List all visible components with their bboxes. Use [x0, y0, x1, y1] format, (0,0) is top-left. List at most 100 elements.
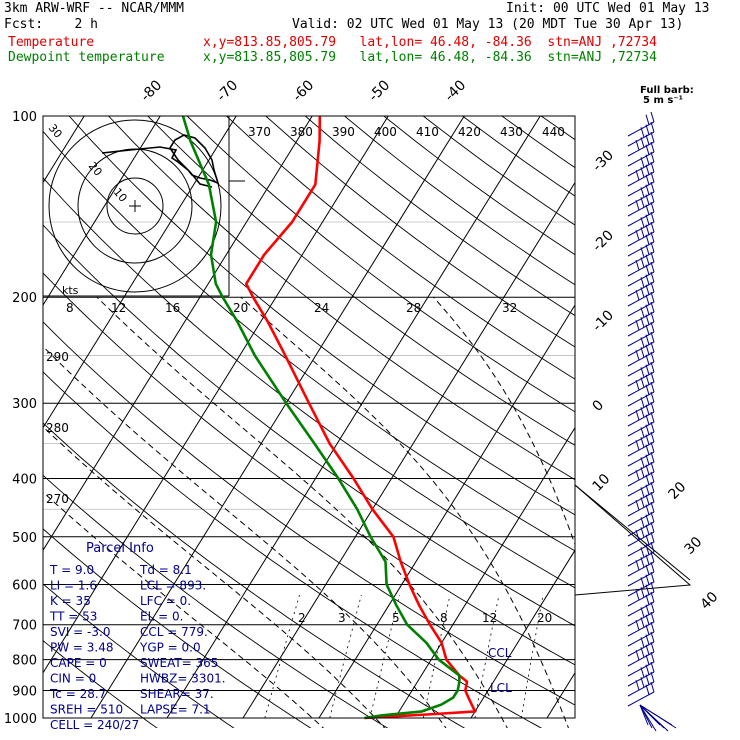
theta-label-370: 370: [248, 125, 271, 139]
wind-barb-flag: [645, 284, 650, 295]
wind-barb-flag: [650, 271, 655, 283]
wind-barb-flag: [640, 247, 645, 258]
dry-adiabat-470: [540, 116, 575, 141]
mixing-ratio-label-5: 5: [392, 611, 400, 625]
wind-barb: [627, 401, 655, 427]
wind-barb-flag: [650, 221, 655, 233]
isotherm--80: [43, 116, 161, 307]
wind-barb-flag: [640, 467, 645, 478]
wind-barb-flag: [645, 434, 650, 445]
wind-barb-flag: [645, 624, 650, 635]
dry-adiabat-290: [43, 371, 542, 728]
isotherm-label--10: -10: [590, 307, 617, 334]
wind-barb-flag: [635, 409, 640, 421]
mixing-ratio-1: [264, 595, 300, 719]
wind-barb-flag: [645, 584, 650, 595]
wind-barb-flag: [650, 561, 655, 573]
wind-barb-flag: [650, 241, 655, 253]
dry-adiabat-400: [265, 116, 575, 348]
wind-barb-flag: [645, 604, 650, 615]
isotherm-10: [470, 549, 575, 719]
mixing-ratio-12: [521, 595, 544, 719]
wind-barb-flag: [650, 441, 655, 453]
wind-barb-flag: [645, 684, 650, 695]
wind-barb-staff: [627, 261, 655, 277]
dry-adiabat-270: [43, 474, 389, 728]
wind-barb-flag: [640, 407, 645, 418]
wind-barb: [627, 161, 655, 187]
wind-barb-staff: [627, 681, 655, 697]
wind-barb-flag: [635, 589, 640, 601]
wind-barb: [627, 341, 655, 367]
wind-barb-flag: [650, 251, 655, 263]
wind-barb-flag: [640, 367, 645, 378]
wind-barb: [627, 671, 655, 697]
wind-barb-flag: [640, 127, 645, 138]
wind-barb-flag: [645, 644, 650, 655]
wind-barb-flag: [640, 287, 645, 298]
hodograph-kts-label: kts: [62, 284, 79, 297]
parcel-row-left: LI = 1.6: [50, 579, 97, 593]
wind-barb-flag: [645, 564, 650, 575]
wind-barb-flag: [635, 649, 640, 661]
wind-barb-flag: [635, 169, 640, 181]
wind-barb-flag: [650, 151, 655, 163]
theta-label-400: 400: [374, 125, 397, 139]
wind-barb-flag: [640, 437, 645, 448]
wind-barb: [627, 111, 655, 137]
isotherm-label-40: 40: [698, 589, 722, 613]
wind-barb-flag: [650, 411, 655, 423]
wind-barb-flag: [650, 521, 655, 533]
wind-barb-flag: [650, 621, 655, 633]
mixing-ratio-label-8: 8: [440, 611, 448, 625]
wind-barb-flag: [640, 637, 645, 648]
wind-barb-flag: [640, 607, 645, 618]
wind-barb-flag: [645, 294, 650, 305]
wind-barb-staff: [627, 171, 655, 187]
wind-barb-flag: [635, 379, 640, 391]
wind-barb-flag: [640, 677, 645, 688]
wind-barb-flag: [650, 661, 655, 673]
wind-barb-flag: [645, 664, 650, 675]
wind-barb-staff: [627, 141, 655, 157]
pressure-label-300: 300: [12, 397, 37, 412]
wind-barb-flag: [650, 571, 655, 583]
wind-barb-flag: [650, 281, 655, 293]
parcel-row-left: TT = 53: [49, 610, 97, 624]
wind-barb-flag: [645, 144, 650, 155]
wind-barb-flag: [650, 681, 655, 693]
dry-adiabat-340: [43, 130, 575, 552]
isotherm-0: [394, 426, 575, 719]
theta-label-430: 430: [500, 125, 523, 139]
wind-barb-flag: [645, 344, 650, 355]
wind-barb-flag: [635, 619, 640, 631]
wind-barb-flag: [640, 587, 645, 598]
dry-adiabat-370: [147, 116, 575, 446]
wind-barb: [627, 641, 655, 667]
wind-barb-flag: [650, 601, 655, 613]
wind-barb-flag: [645, 634, 650, 645]
theta-side-label-280: 280: [46, 421, 69, 435]
mixing-ratio-2: [329, 595, 362, 719]
parcel-row-left: CAPE = 0: [50, 656, 107, 670]
wind-barb-flag: [650, 481, 655, 493]
dry-adiabat-320: [43, 224, 575, 627]
wind-barb-flag: [650, 121, 655, 133]
wind-barb: [627, 281, 655, 307]
dry-adiabat-460: [501, 116, 575, 169]
theta-label-410: 410: [416, 125, 439, 139]
theta-label-380: 380: [290, 125, 313, 139]
wind-barb-flag: [650, 471, 655, 483]
wind-barb-flag: [645, 414, 650, 425]
wind-barb-flag: [645, 394, 650, 405]
lcl-label: LCL: [490, 681, 512, 695]
wind-barb-flag: [650, 551, 655, 563]
wind-barb: [627, 311, 655, 337]
wind-barb-flag: [650, 171, 655, 183]
hodo-wind-label-28: 28: [406, 301, 421, 315]
wind-barb-flag: [645, 154, 650, 165]
wind-barb-flag: [645, 364, 650, 375]
wind-barb-flag: [650, 381, 655, 393]
isotherm--40: [90, 116, 465, 719]
wind-barb-staff: [627, 231, 655, 247]
